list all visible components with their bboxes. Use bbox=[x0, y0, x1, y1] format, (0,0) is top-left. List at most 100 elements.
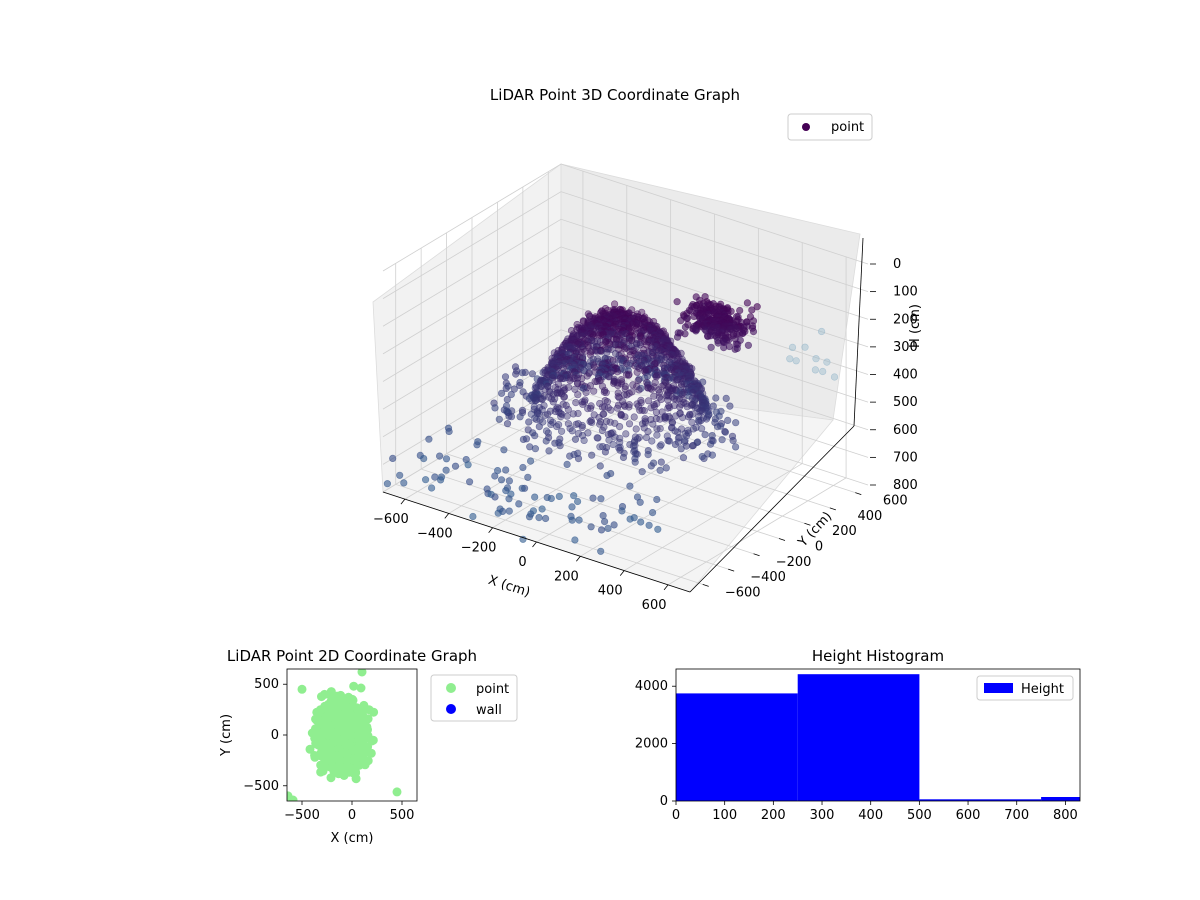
point-3d bbox=[503, 420, 512, 428]
point-3d bbox=[502, 466, 510, 474]
point-3d bbox=[594, 434, 602, 442]
point-3d bbox=[621, 413, 629, 421]
histogram-title: Height Histogram bbox=[812, 647, 944, 665]
y-tick-label-2d: 500 bbox=[254, 677, 279, 692]
point-3d bbox=[545, 447, 553, 455]
point-3d bbox=[788, 343, 797, 352]
point-3d bbox=[622, 430, 630, 438]
point-3d bbox=[497, 476, 506, 484]
point-3d bbox=[607, 406, 615, 414]
point-3d bbox=[792, 357, 800, 365]
point-2d bbox=[340, 697, 350, 707]
point-3d bbox=[681, 323, 690, 331]
point-3d bbox=[626, 515, 634, 523]
point-2d bbox=[288, 795, 298, 801]
chart-3d-title: LiDAR Point 3D Coordinate Graph bbox=[490, 86, 740, 104]
point-3d bbox=[652, 408, 661, 416]
point-3d bbox=[801, 343, 809, 351]
x-axis-label-2d: X (cm) bbox=[331, 831, 374, 846]
point-3d bbox=[597, 547, 605, 555]
point-3d bbox=[652, 373, 661, 381]
point-2d bbox=[326, 773, 336, 783]
point-3d bbox=[503, 395, 511, 404]
point-3d bbox=[570, 492, 578, 500]
point-3d bbox=[445, 427, 453, 436]
legend-2d-label-point: point bbox=[476, 682, 509, 697]
point-3d bbox=[654, 525, 662, 533]
point-3d bbox=[640, 407, 648, 415]
legend-3d-label-point: point bbox=[831, 120, 864, 135]
point-3d bbox=[383, 480, 392, 488]
point-3d bbox=[704, 332, 712, 341]
point-3d bbox=[644, 428, 652, 436]
point-2d bbox=[339, 717, 349, 727]
point-3d bbox=[505, 507, 513, 515]
x-tick-label-3d: 400 bbox=[598, 584, 623, 599]
point-3d bbox=[604, 524, 612, 533]
point-3d bbox=[568, 427, 576, 435]
point-2d bbox=[367, 736, 377, 746]
point-2d bbox=[342, 749, 352, 759]
y-tick-3d bbox=[855, 492, 862, 496]
x-tick-label-2d: 0 bbox=[348, 808, 356, 823]
y-tick-label-3d: −400 bbox=[750, 570, 786, 585]
point-3d bbox=[673, 333, 682, 341]
point-2d bbox=[366, 748, 376, 758]
x-tick-label-hist: 0 bbox=[672, 808, 680, 823]
z-tick-label-3d: 100 bbox=[893, 285, 918, 300]
y-tick-label-3d: 200 bbox=[832, 524, 857, 539]
point-3d bbox=[597, 526, 606, 534]
grid-line-h bbox=[382, 246, 869, 355]
x-tick-label-hist: 500 bbox=[907, 808, 932, 823]
point-3d bbox=[574, 455, 583, 463]
chart-3d: LiDAR Point 3D Coordinate Graph −600 −400… bbox=[372, 86, 923, 613]
point-3d bbox=[425, 435, 433, 443]
point-3d bbox=[491, 472, 499, 480]
x-tick-label-2d: −500 bbox=[284, 808, 320, 823]
y-tick-label-hist: 4000 bbox=[635, 679, 668, 694]
legend-2d-marker-wall bbox=[446, 704, 456, 714]
grid-line-h bbox=[382, 274, 869, 382]
point-3d bbox=[653, 431, 661, 439]
chart-2d-title: LiDAR Point 2D Coordinate Graph bbox=[227, 647, 477, 665]
point-3d bbox=[637, 518, 645, 526]
point-3d bbox=[726, 402, 734, 410]
y-tick-label-3d: 400 bbox=[857, 509, 882, 524]
point-3d bbox=[420, 455, 428, 463]
point-3d bbox=[588, 418, 596, 427]
point-3d bbox=[466, 478, 474, 486]
point-3d bbox=[722, 394, 730, 403]
x-tick-label-hist: 800 bbox=[1053, 808, 1078, 823]
point-3d bbox=[657, 458, 665, 466]
point-3d bbox=[706, 440, 715, 448]
point-3d bbox=[507, 413, 516, 421]
point-3d bbox=[574, 391, 582, 399]
point-2d bbox=[339, 733, 349, 743]
point-3d bbox=[500, 446, 508, 454]
point-3d bbox=[647, 462, 655, 470]
point-2d bbox=[353, 704, 363, 714]
point-3d bbox=[665, 437, 673, 445]
point-3d bbox=[656, 415, 664, 423]
point-3d bbox=[701, 431, 709, 439]
point-2d bbox=[320, 727, 330, 737]
point-3d bbox=[598, 426, 607, 435]
point-3d bbox=[571, 435, 580, 443]
point-cloud-3d bbox=[383, 293, 839, 555]
point-3d bbox=[556, 442, 564, 450]
x-tick-label-hist: 300 bbox=[810, 808, 835, 823]
point-3d bbox=[563, 412, 571, 420]
y-tick-label-hist: 0 bbox=[660, 794, 668, 809]
point-3d bbox=[519, 463, 527, 472]
point-3d bbox=[624, 371, 633, 379]
point-3d bbox=[582, 388, 590, 397]
point-3d bbox=[613, 404, 622, 412]
x-tick-label-3d: −600 bbox=[373, 512, 409, 527]
point-3d bbox=[516, 413, 524, 421]
point-3d bbox=[634, 376, 642, 385]
z-tick-label-3d: 0 bbox=[893, 257, 901, 272]
point-2d bbox=[312, 707, 322, 717]
point-2d bbox=[332, 751, 342, 761]
point-3d bbox=[588, 451, 596, 459]
point-3d bbox=[731, 443, 740, 451]
